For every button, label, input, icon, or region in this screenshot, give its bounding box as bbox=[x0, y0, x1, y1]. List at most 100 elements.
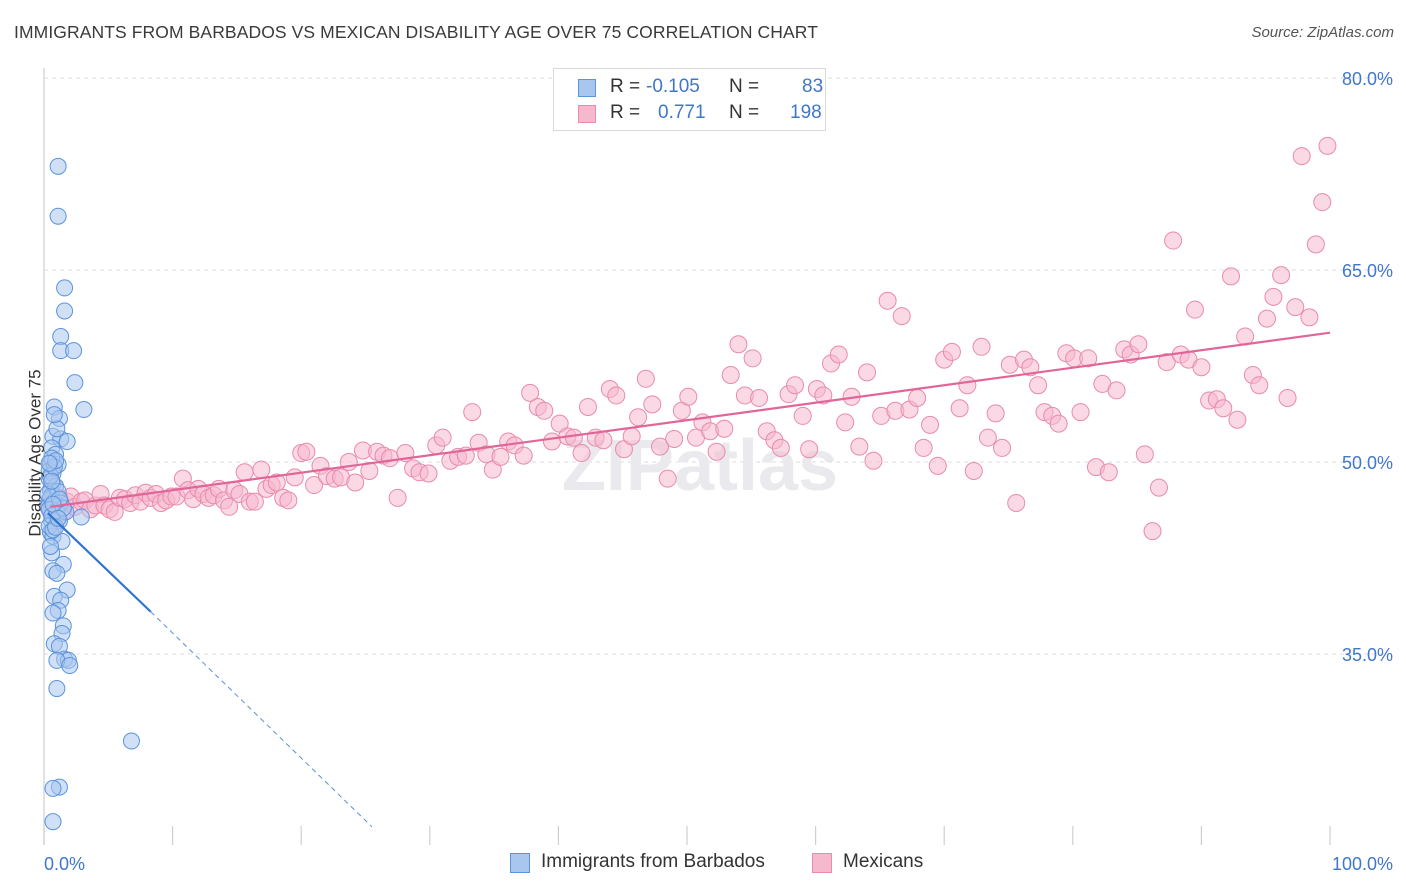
data-point-barbados bbox=[49, 157, 67, 175]
data-point-mexicans bbox=[1021, 358, 1040, 377]
blue-swatch bbox=[578, 79, 596, 97]
n-label: N = bbox=[729, 76, 760, 97]
data-point-mexicans bbox=[1264, 287, 1283, 306]
data-point-mexicans bbox=[514, 446, 533, 465]
data-point-mexicans bbox=[636, 369, 655, 388]
data-point-mexicans bbox=[252, 460, 271, 479]
data-point-mexicans bbox=[658, 469, 677, 488]
chart-title: IMMIGRANTS FROM BARBADOS VS MEXICAN DISA… bbox=[14, 22, 819, 42]
legend-label: Mexicans bbox=[843, 851, 924, 872]
data-point-mexicans bbox=[729, 335, 748, 354]
data-point-mexicans bbox=[679, 387, 698, 406]
data-point-mexicans bbox=[972, 337, 991, 356]
data-point-barbados bbox=[75, 401, 93, 419]
data-point-mexicans bbox=[521, 383, 540, 402]
r-label: R = bbox=[610, 76, 641, 97]
data-point-mexicans bbox=[829, 345, 848, 364]
data-point-mexicans bbox=[542, 432, 561, 451]
pink-swatch bbox=[812, 853, 832, 873]
trend-lines bbox=[47, 331, 1331, 828]
tick-labels: 35.0% 50.0% 65.0% 80.0% 0.0% 100.0% bbox=[44, 69, 1393, 874]
data-point-mexicans bbox=[1313, 193, 1332, 212]
data-point-mexicans bbox=[491, 447, 510, 466]
trend-extension-barbados bbox=[150, 611, 373, 828]
data-point-barbados bbox=[48, 564, 66, 582]
data-point-mexicans bbox=[1228, 410, 1247, 429]
data-point-mexicans bbox=[1185, 300, 1204, 319]
trend-line-mexicans bbox=[50, 331, 1331, 508]
data-point-mexicans bbox=[297, 442, 316, 461]
data-point-barbados bbox=[56, 279, 74, 297]
data-point-mexicans bbox=[643, 395, 662, 414]
data-point-mexicans bbox=[950, 399, 969, 418]
legend-label: Immigrants from Barbados bbox=[541, 851, 765, 872]
data-point-mexicans bbox=[858, 363, 877, 382]
data-point-mexicans bbox=[305, 476, 324, 495]
data-point-mexicans bbox=[1135, 445, 1154, 464]
data-point-mexicans bbox=[800, 440, 819, 459]
data-point-barbados bbox=[66, 374, 84, 392]
data-point-mexicans bbox=[419, 464, 438, 483]
data-point-mexicans bbox=[715, 419, 734, 438]
data-point-mexicans bbox=[1278, 389, 1297, 407]
data-point-barbados bbox=[49, 207, 67, 225]
data-point-mexicans bbox=[721, 365, 740, 384]
data-point-mexicans bbox=[1300, 308, 1319, 327]
data-point-barbados bbox=[45, 406, 63, 424]
data-point-mexicans bbox=[346, 473, 365, 492]
data-point-mexicans bbox=[220, 497, 239, 516]
data-point-mexicans bbox=[928, 456, 947, 475]
data-point-mexicans bbox=[836, 413, 855, 432]
data-point-mexicans bbox=[1029, 376, 1048, 395]
data-point-mexicans bbox=[1306, 235, 1325, 254]
data-point-mexicans bbox=[993, 438, 1012, 457]
data-point-mexicans bbox=[864, 451, 883, 470]
data-point-mexicans bbox=[279, 491, 298, 510]
data-point-mexicans bbox=[1157, 353, 1176, 372]
data-point-mexicans bbox=[1250, 376, 1269, 395]
data-point-mexicans bbox=[986, 404, 1005, 423]
data-point-mexicans bbox=[594, 431, 613, 450]
x-tick-label: 100.0% bbox=[1332, 854, 1393, 874]
data-point-mexicans bbox=[245, 492, 264, 511]
data-point-mexicans bbox=[1318, 136, 1337, 155]
data-point-mexicans bbox=[235, 463, 254, 482]
y-tick-label: 50.0% bbox=[1342, 453, 1393, 473]
data-point-mexicans bbox=[380, 449, 399, 468]
data-point-mexicans bbox=[892, 307, 911, 326]
data-point-mexicans bbox=[1192, 358, 1211, 377]
data-point-mexicans bbox=[388, 488, 407, 507]
y-axis-label: Disability Age Over 75 bbox=[25, 369, 45, 537]
data-point-mexicans bbox=[771, 438, 790, 457]
data-point-mexicans bbox=[1007, 493, 1026, 512]
data-point-barbados bbox=[40, 454, 58, 472]
data-point-mexicans bbox=[1221, 267, 1240, 286]
data-point-barbados bbox=[43, 472, 61, 490]
data-point-mexicans bbox=[578, 397, 597, 416]
n-value: 83 bbox=[802, 76, 824, 97]
y-tick-label: 65.0% bbox=[1342, 261, 1393, 281]
data-point-barbados bbox=[58, 433, 76, 451]
x-tick-label: 0.0% bbox=[44, 854, 85, 874]
data-point-mexicans bbox=[750, 389, 769, 407]
data-point-mexicans bbox=[1049, 414, 1068, 433]
data-point-barbados bbox=[56, 302, 74, 320]
data-point-mexicans bbox=[914, 438, 933, 457]
pink-swatch bbox=[578, 105, 596, 123]
data-point-mexicans bbox=[964, 461, 983, 480]
data-point-mexicans bbox=[878, 291, 897, 310]
data-point-mexicans bbox=[942, 342, 961, 361]
data-point-barbados bbox=[122, 732, 140, 750]
data-point-mexicans bbox=[921, 415, 940, 434]
data-point-mexicans bbox=[650, 437, 669, 456]
data-point-mexicans bbox=[1107, 381, 1126, 400]
data-point-mexicans bbox=[607, 386, 626, 405]
data-point-mexicans bbox=[814, 386, 833, 405]
data-point-mexicans bbox=[793, 406, 812, 425]
data-point-mexicans bbox=[1129, 335, 1148, 354]
data-point-mexicans bbox=[707, 442, 726, 461]
data-point-mexicans bbox=[743, 349, 762, 368]
data-point-barbados bbox=[48, 680, 66, 698]
data-point-barbados bbox=[44, 813, 62, 831]
